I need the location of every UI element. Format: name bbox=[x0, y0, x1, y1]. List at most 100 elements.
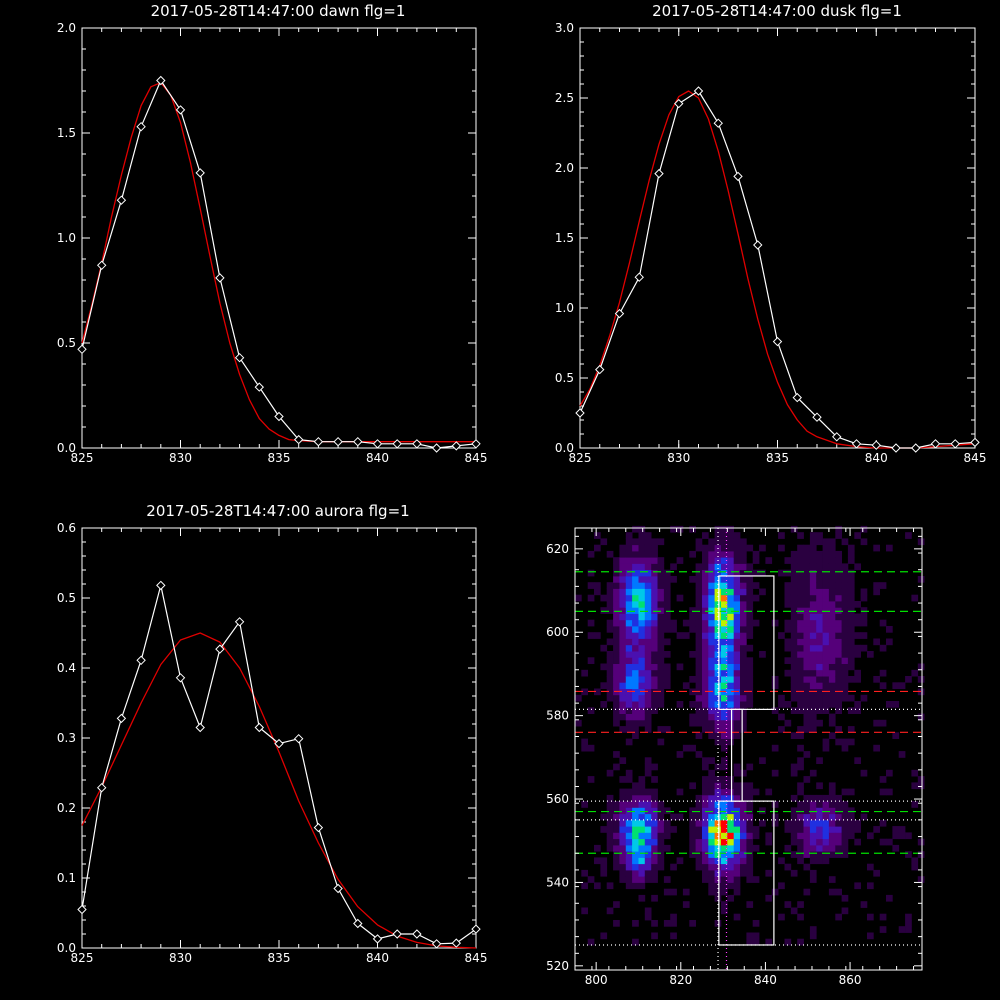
heatmap-cell bbox=[638, 813, 646, 821]
heatmap-cell bbox=[854, 819, 861, 827]
heatmap-cell bbox=[714, 838, 722, 846]
heatmap-cell bbox=[695, 582, 703, 589]
heatmap-cell bbox=[663, 594, 671, 602]
heatmap-cell bbox=[714, 894, 722, 902]
heatmap-cell bbox=[702, 713, 709, 721]
heatmap-cell bbox=[765, 832, 773, 840]
heatmap-cell bbox=[600, 863, 608, 871]
heatmap-cell bbox=[721, 901, 728, 908]
heatmap-cell bbox=[613, 563, 620, 571]
heatmap-cell bbox=[809, 694, 817, 702]
heatmap-cell bbox=[682, 632, 690, 639]
heatmap-cell bbox=[809, 563, 817, 571]
heatmap-cell bbox=[695, 751, 703, 758]
heatmap-cell bbox=[606, 651, 614, 658]
dawn-data-point bbox=[313, 436, 324, 447]
heatmap-cell bbox=[867, 932, 874, 940]
heatmap-cell bbox=[816, 569, 823, 577]
heatmap-cell bbox=[676, 701, 684, 708]
heatmap-cell bbox=[867, 832, 874, 840]
heatmap-cell bbox=[663, 826, 671, 833]
heatmap-cell bbox=[587, 582, 595, 589]
heatmap-cell bbox=[740, 638, 747, 646]
heatmap-cell bbox=[803, 544, 811, 552]
heatmap-cell bbox=[702, 757, 709, 764]
heatmap-cell bbox=[613, 619, 620, 627]
heatmap-cell bbox=[632, 638, 639, 646]
heatmap-cell bbox=[714, 832, 722, 840]
heatmap-cell bbox=[822, 826, 830, 833]
heatmap-cell bbox=[702, 707, 709, 714]
heatmap-cell bbox=[721, 626, 728, 633]
heatmap-cell bbox=[828, 607, 836, 614]
heatmap-cell bbox=[790, 550, 798, 558]
heatmap-cell bbox=[790, 813, 798, 821]
heatmap-cell bbox=[651, 588, 658, 596]
heatmap-cell bbox=[733, 844, 741, 852]
heatmap-cell bbox=[651, 676, 658, 683]
heatmap-cell bbox=[638, 776, 646, 783]
heatmap-cell bbox=[809, 632, 817, 639]
dusk-y-tick-label: 3.0 bbox=[555, 21, 574, 35]
heatmap-cell bbox=[854, 669, 861, 677]
heatmap-cell bbox=[721, 582, 728, 589]
heatmap-cell bbox=[708, 594, 715, 602]
heatmap-cell bbox=[644, 813, 652, 821]
heatmap-cell bbox=[613, 807, 620, 815]
heatmap-cell bbox=[740, 601, 747, 608]
heatmap-cell bbox=[702, 588, 709, 596]
heatmap-cell bbox=[809, 813, 817, 821]
heatmap-cell bbox=[886, 894, 893, 902]
heatmap-cell bbox=[632, 619, 639, 627]
heatmap-cell bbox=[689, 701, 696, 708]
heatmap-cell bbox=[835, 594, 842, 602]
heatmap-cell bbox=[822, 694, 830, 702]
heatmap-cell bbox=[733, 813, 741, 821]
heatmap-cell bbox=[847, 676, 855, 683]
heatmap-cell bbox=[727, 863, 734, 871]
heatmap-cell bbox=[632, 713, 639, 721]
heatmap-cell bbox=[644, 632, 652, 639]
heatmap-cell bbox=[778, 569, 785, 577]
heatmap-cell bbox=[695, 838, 703, 846]
heatmap-cell bbox=[816, 676, 823, 683]
heatmap-cell bbox=[727, 651, 734, 658]
heatmap-cell bbox=[625, 550, 633, 558]
heatmap-cell bbox=[822, 701, 830, 708]
dawn-y-tick-label: 2.0 bbox=[57, 21, 76, 35]
heatmap-cell bbox=[644, 757, 652, 764]
heatmap-cell bbox=[702, 632, 709, 639]
heatmap-cell bbox=[702, 576, 709, 583]
heatmap-cell bbox=[702, 763, 709, 771]
heatmap-cell bbox=[790, 763, 798, 771]
heatmap-cell bbox=[714, 576, 722, 583]
heatmap-cell bbox=[809, 576, 817, 583]
heatmap-cell bbox=[644, 857, 652, 865]
heatmap-cell bbox=[721, 525, 728, 533]
heatmap-cell bbox=[727, 601, 734, 608]
heatmap-cell bbox=[733, 882, 741, 890]
heatmap-cell bbox=[625, 644, 633, 652]
heatmap-cell bbox=[638, 832, 646, 840]
heatmap-cell bbox=[822, 550, 830, 558]
heatmap-cell bbox=[670, 913, 677, 921]
heatmap-cell bbox=[847, 619, 855, 627]
aurora-plot-frame bbox=[81, 527, 477, 949]
heatmap-cell bbox=[873, 744, 880, 752]
heatmap-cell bbox=[632, 582, 639, 589]
heatmap-cell bbox=[695, 613, 703, 621]
heatmap-cell bbox=[879, 788, 887, 796]
heatmap-cell bbox=[809, 588, 817, 596]
heatmap-cell bbox=[714, 688, 722, 696]
heatmap-cell bbox=[727, 682, 734, 689]
aurora-data-point bbox=[333, 883, 343, 894]
heatmap-cell bbox=[740, 544, 747, 552]
heatmap-cell bbox=[784, 619, 792, 627]
heatmap-cell bbox=[708, 707, 715, 714]
aurora-data-point bbox=[77, 904, 87, 915]
heatmap-cell bbox=[797, 638, 804, 646]
heatmap-cell bbox=[644, 863, 652, 871]
heatmap-cell bbox=[740, 538, 747, 546]
